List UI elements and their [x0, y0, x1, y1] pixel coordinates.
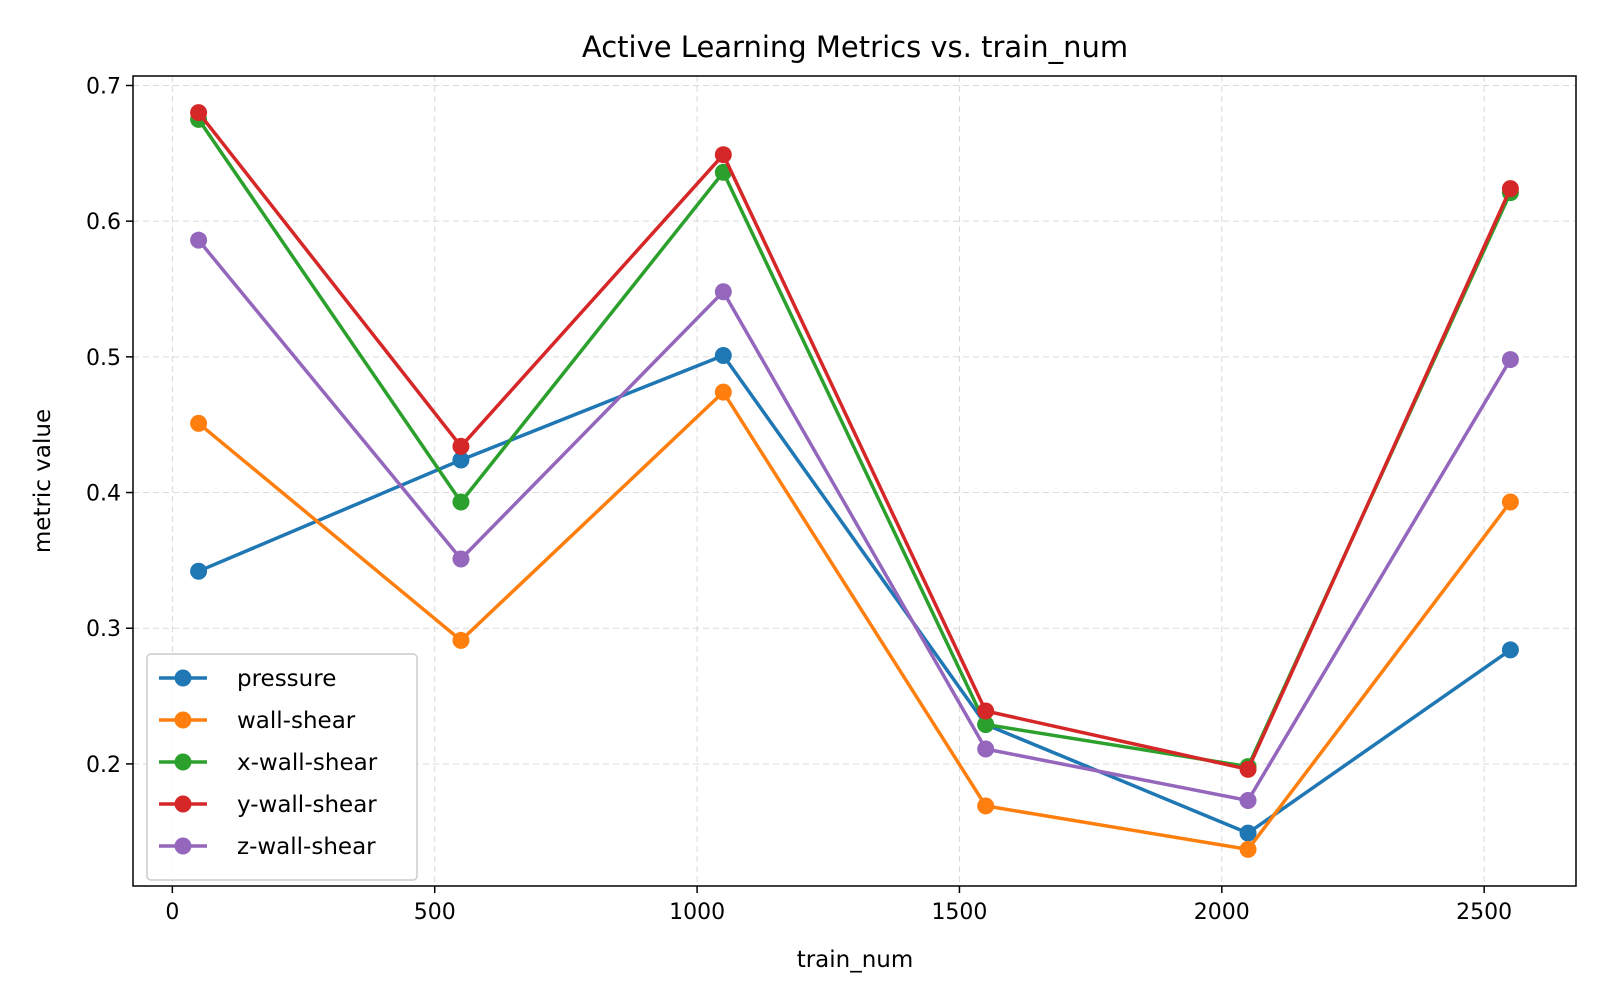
series-line [197, 111, 1512, 772]
y-tick-label: 0.6 [86, 210, 121, 235]
x-tick-label: 2500 [1456, 900, 1512, 925]
legend-frame [146, 653, 418, 881]
y-axis: 0.2 0.3 0.4 0.5 0.6 0.7 [86, 74, 133, 778]
data-point [714, 146, 732, 164]
data-point [1239, 792, 1257, 810]
legend-label: z-wall-shear [237, 834, 376, 860]
y-tick-label: 0.7 [86, 74, 121, 99]
x-tick-label: 2000 [1194, 900, 1250, 925]
series-pressure [190, 346, 1519, 842]
x-axis-label: train_num [797, 947, 914, 973]
y-tick-label: 0.4 [86, 482, 121, 507]
legend-marker [174, 753, 192, 771]
legend-item: pressure [159, 666, 336, 692]
series-line [197, 390, 1512, 852]
data-point [1239, 840, 1257, 858]
data-point [1501, 180, 1519, 198]
data-point [190, 414, 208, 432]
legend-marker [174, 669, 192, 687]
data-point [190, 231, 208, 249]
data-point [1239, 824, 1257, 842]
data-point [1501, 641, 1519, 659]
x-tick-label: 0 [165, 900, 179, 925]
series-layer [190, 104, 1519, 858]
data-point [452, 451, 470, 469]
data-point [977, 716, 995, 734]
x-tick-label: 1000 [669, 900, 725, 925]
data-point [977, 740, 995, 758]
data-point [714, 346, 732, 364]
data-point [977, 797, 995, 815]
legend-item: y-wall-shear [159, 792, 377, 818]
legend-label: y-wall-shear [237, 792, 377, 818]
legend-marker [174, 795, 192, 813]
data-point [1239, 760, 1257, 778]
legend-marker [174, 711, 192, 729]
legend-label: pressure [237, 666, 336, 692]
legend-item: z-wall-shear [159, 834, 376, 860]
data-point [190, 562, 208, 580]
x-tick-label: 500 [414, 900, 456, 925]
x-axis: 0 500 1000 1500 2000 2500 [165, 886, 1512, 925]
plot-frame [132, 75, 1577, 887]
y-axis-label: metric value [30, 409, 56, 553]
y-tick-label: 0.5 [86, 346, 121, 371]
x-tick-label: 1500 [931, 900, 987, 925]
data-point [190, 104, 208, 122]
data-point [977, 702, 995, 720]
legend-label: wall-shear [237, 708, 356, 734]
y-tick-label: 0.2 [86, 753, 121, 778]
series-z-wall-shear [190, 231, 1519, 810]
legend-item: x-wall-shear [159, 750, 378, 776]
legend-label: x-wall-shear [237, 750, 378, 776]
data-point [452, 493, 470, 511]
chart-title: Active Learning Metrics vs. train_num [582, 30, 1128, 64]
series-y-wall-shear [190, 104, 1519, 778]
data-point [714, 163, 732, 181]
series-line [197, 353, 1512, 835]
data-point [1501, 351, 1519, 369]
series-line [197, 239, 1512, 803]
data-point [452, 631, 470, 649]
data-point [452, 550, 470, 568]
data-point [714, 283, 732, 301]
legend-marker [174, 837, 192, 855]
data-point [714, 383, 732, 401]
legend-item: wall-shear [159, 708, 356, 734]
data-point [1501, 493, 1519, 511]
y-tick-label: 0.3 [86, 617, 121, 642]
legend: pressure wall-shear x-wall-shear y-wall-she… [146, 653, 418, 881]
series-wall-shear [190, 383, 1519, 858]
data-point [452, 437, 470, 455]
